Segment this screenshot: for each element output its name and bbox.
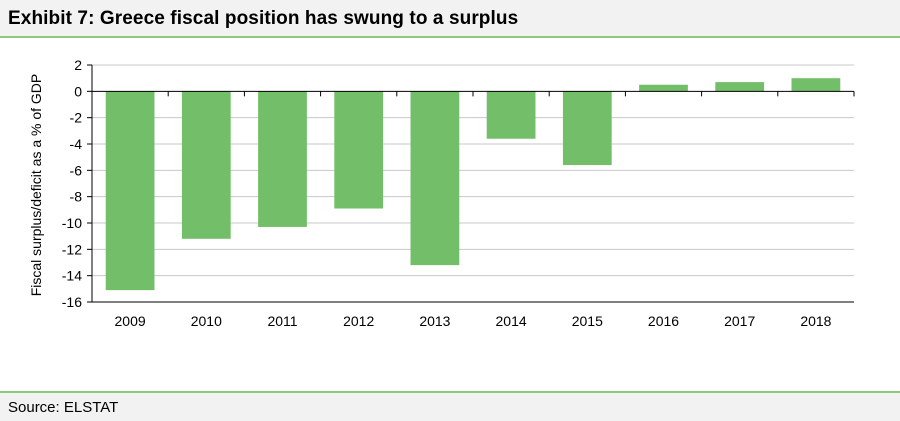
bar-2009 [105, 91, 155, 291]
x-tick-label: 2009 [115, 313, 146, 329]
x-tick-label: 2017 [724, 313, 755, 329]
bar-2011 [258, 91, 307, 227]
y-tick-label: 0 [74, 83, 82, 99]
source-note: Source: ELSTAT [8, 399, 119, 416]
x-tick-label: 2014 [496, 313, 527, 329]
x-tick-label: 2012 [343, 313, 374, 329]
x-tick-label: 2013 [419, 313, 450, 329]
footer: Source: ELSTAT [0, 393, 900, 421]
y-tick-label: -8 [70, 189, 83, 205]
bar-2012 [334, 91, 384, 209]
y-tick-label: -4 [70, 136, 83, 152]
bar-2016 [639, 84, 688, 92]
page-title: Exhibit 7: Greece fiscal position has sw… [8, 8, 519, 29]
y-tick-label: 2 [74, 57, 82, 73]
x-tick-label: 2010 [191, 313, 222, 329]
title-bar: Exhibit 7: Greece fiscal position has sw… [0, 0, 900, 38]
footer-divider [0, 391, 900, 393]
axes [87, 64, 855, 303]
bar-2015 [562, 91, 612, 166]
y-tick-label: -2 [70, 110, 83, 126]
bar-2013 [410, 91, 460, 266]
y-tick-label: -12 [62, 241, 82, 257]
y-tick-label: -10 [62, 215, 82, 231]
x-tick-label: 2016 [648, 313, 679, 329]
x-tick-label: 2015 [572, 313, 603, 329]
y-tick-label: -6 [70, 162, 83, 178]
bar-2010 [181, 91, 231, 239]
bars [105, 78, 841, 291]
x-tick-label: 2011 [267, 313, 297, 329]
y-axis-label: Fiscal surplus/deficit as a % of GDP [28, 74, 44, 297]
bar-2017 [715, 82, 765, 92]
bar-2018 [791, 78, 841, 92]
x-tick-label: 2018 [800, 313, 831, 329]
chart-area: 2 0 -2 -4 -6 -8 -10 -12 -14 -16 2009 2010 2011 2012 20… [0, 40, 900, 340]
bar-2014 [486, 91, 536, 139]
y-tick-label: -16 [62, 294, 82, 310]
bar-chart: 2 0 -2 -4 -6 -8 -10 -12 -14 -16 2009 2010 2011 2012 20… [28, 57, 855, 329]
tick-labels: 2 0 -2 -4 -6 -8 -10 -12 -14 -16 2009 2010 2011 2012 20… [62, 57, 832, 329]
y-tick-label: -14 [62, 268, 82, 284]
